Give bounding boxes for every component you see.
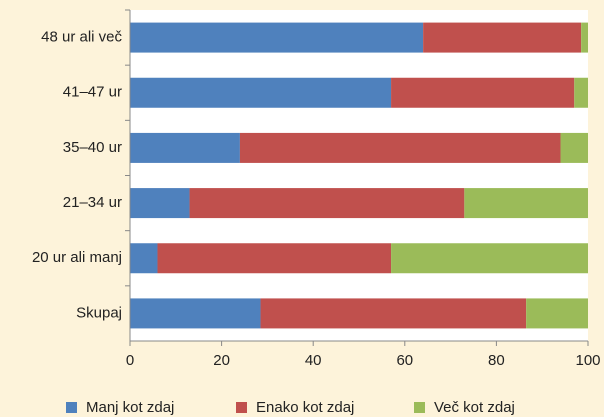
- plot-area: [130, 10, 588, 341]
- y-tick-label: 21–34 ur: [63, 194, 122, 211]
- bar-segment: [581, 22, 588, 53]
- bar-segment: [130, 243, 158, 274]
- y-tick-label: Skupaj: [76, 304, 122, 321]
- bar-segment: [560, 132, 588, 163]
- legend-label: Manj kot zdaj: [86, 399, 174, 416]
- bar-segment: [130, 298, 261, 329]
- bar-segment: [391, 77, 575, 108]
- bar-segment: [574, 77, 588, 108]
- bar-segment: [526, 298, 588, 329]
- x-tick-label: 100: [575, 352, 600, 369]
- bar-segment: [130, 22, 424, 53]
- x-tick-label: 60: [396, 352, 413, 369]
- x-tick-label: 0: [126, 352, 134, 369]
- bar-segment: [391, 243, 588, 274]
- x-tick-label: 20: [213, 352, 230, 369]
- legend-swatch: [414, 402, 425, 413]
- legend-swatch: [236, 402, 247, 413]
- y-tick-label: 35–40 ur: [63, 139, 122, 156]
- legend-label: Enako kot zdaj: [256, 399, 354, 416]
- y-tick-label: 20 ur ali manj: [32, 249, 122, 266]
- bar-segment: [260, 298, 527, 329]
- bar-segment: [130, 77, 392, 108]
- legend-swatch: [66, 402, 77, 413]
- x-tick-label: 40: [305, 352, 322, 369]
- legend-label: Več kot zdaj: [434, 399, 515, 416]
- bar-segment: [423, 22, 582, 53]
- bar-segment: [130, 132, 240, 163]
- x-tick-label: 80: [488, 352, 505, 369]
- bar-segment: [189, 188, 465, 219]
- bar-segment: [157, 243, 392, 274]
- y-tick-label: 41–47 ur: [63, 84, 122, 101]
- bar-segment: [130, 188, 190, 219]
- bar-segment: [239, 132, 561, 163]
- bar-segment: [464, 188, 588, 219]
- y-tick-label: 48 ur ali več: [41, 29, 122, 46]
